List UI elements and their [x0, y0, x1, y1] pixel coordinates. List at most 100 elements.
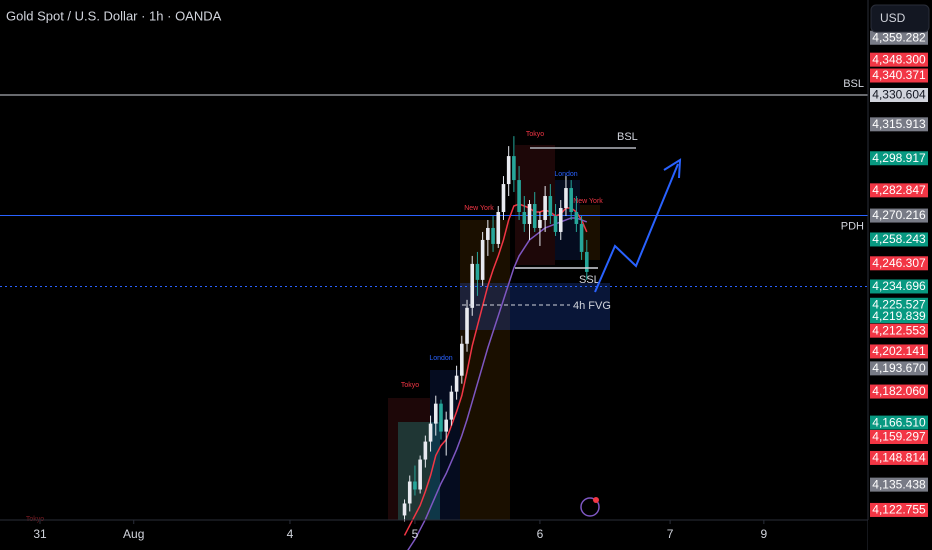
price-tag — [870, 183, 928, 198]
candle-body — [564, 188, 568, 209]
candle-body — [428, 423, 433, 442]
candle-body — [501, 184, 506, 212]
alert-dot — [593, 497, 599, 503]
price-tag — [870, 450, 928, 465]
price-tag — [870, 279, 928, 294]
price-tag — [870, 477, 928, 492]
candle-body — [413, 481, 417, 490]
price-tag — [870, 30, 928, 45]
candle-body — [454, 375, 459, 392]
currency-label: USD — [880, 11, 906, 25]
x-tick-label: Aug — [123, 527, 144, 541]
price-tag-label: 4,234.696 — [872, 279, 926, 293]
arrow-head — [663, 158, 682, 179]
price-tag-label: 4,159.297 — [872, 430, 926, 444]
price-tag-label: 4,258.243 — [872, 232, 926, 246]
price-tag-label: 4,148.814 — [872, 451, 926, 465]
session-boxes — [388, 145, 610, 520]
session-label: New York — [464, 205, 494, 212]
plot: BSL PDH — [0, 78, 868, 550]
candle-body — [407, 481, 412, 504]
candle-body — [491, 227, 495, 244]
currency-button[interactable] — [870, 4, 930, 33]
x-tick-label: 6 — [537, 527, 544, 541]
candle-body — [433, 403, 438, 424]
candle-body — [475, 263, 480, 280]
price-tag-label: 4,282.847 — [872, 183, 926, 197]
price-tag — [870, 256, 928, 271]
candle-body — [480, 239, 485, 280]
price-tag-label: 4,122.755 — [872, 503, 926, 517]
price-tag — [870, 68, 928, 83]
session-label: London — [429, 355, 452, 362]
chart-title: Gold Spot / U.S. Dollar · 1h · OANDA — [6, 8, 222, 23]
price-tag-label: 4,193.670 — [872, 361, 926, 375]
price-tag — [870, 429, 928, 444]
price-tag-label: 4,219.839 — [872, 309, 926, 323]
session-box — [460, 220, 510, 520]
session-box — [430, 370, 460, 520]
price-tag-label: 4,359.282 — [872, 30, 926, 44]
candle-body — [402, 503, 407, 516]
price-tag — [870, 344, 928, 359]
price-tag-label: 4,315.913 — [872, 117, 926, 131]
candle-body — [512, 156, 516, 181]
x-tick-label: 31 — [33, 527, 47, 541]
price-tag — [870, 232, 928, 247]
x-tick-label: 9 — [761, 527, 768, 541]
price-tag — [870, 297, 928, 312]
candle-body — [579, 223, 584, 252]
candle-body — [470, 263, 475, 308]
price-tag — [870, 415, 928, 430]
annotation: BSL — [617, 131, 638, 143]
candle-body — [449, 391, 454, 420]
annotation: SSL — [579, 274, 600, 286]
price-tag-label: 4,166.510 — [872, 415, 926, 429]
price-tag — [870, 151, 928, 166]
x-tick-label: 5 — [412, 527, 419, 541]
price-tag-label: 4,135.438 — [872, 477, 926, 491]
annotation: 4h FVG — [573, 300, 611, 312]
moving-average — [403, 203, 588, 536]
price-tag-label: 4,202.141 — [872, 344, 926, 358]
level-label: PDH — [841, 220, 864, 232]
candle-body — [506, 156, 511, 185]
candle-body — [527, 204, 532, 224]
candle-body — [444, 419, 448, 432]
candle-body — [496, 211, 501, 244]
price-tag — [870, 117, 928, 132]
price-tag-label: 4,182.060 — [872, 384, 926, 398]
fvg-zone — [460, 283, 610, 330]
price-tag-label: 4,330.604 — [872, 88, 926, 102]
x-tick-label: 7 — [667, 527, 674, 541]
price-tag — [870, 323, 928, 338]
price-tag — [870, 208, 928, 223]
candle-body — [439, 403, 443, 432]
candle-body — [548, 196, 553, 216]
price-labels: 4,359.282 4,348.300 4,340.371 4,330.604 4,31… — [870, 30, 928, 517]
price-tag — [870, 88, 928, 103]
session-label: London — [554, 171, 577, 178]
candle-body — [465, 307, 469, 344]
level-label: BSL — [843, 78, 864, 90]
alert-icon[interactable] — [580, 497, 600, 517]
candle-body — [574, 211, 579, 224]
session-label: Tokyo — [526, 131, 544, 138]
price-tag-label: 4,270.216 — [872, 208, 926, 222]
candle-body — [423, 441, 428, 460]
price-tag-label: 4,246.307 — [872, 256, 926, 270]
projection-arrow — [594, 163, 679, 293]
candle-body — [418, 459, 422, 490]
candle-body — [543, 196, 547, 220]
x-tick-label: 4 — [287, 527, 294, 541]
price-tag-label: 4,225.527 — [872, 297, 926, 311]
candle-body — [517, 180, 521, 212]
price-tag — [870, 309, 928, 324]
price-tag — [870, 384, 928, 399]
session-label: Tokyo — [26, 516, 44, 523]
session-box — [580, 205, 600, 260]
candle-body — [569, 188, 573, 212]
candle-body — [532, 204, 537, 228]
candle-body — [538, 219, 542, 228]
